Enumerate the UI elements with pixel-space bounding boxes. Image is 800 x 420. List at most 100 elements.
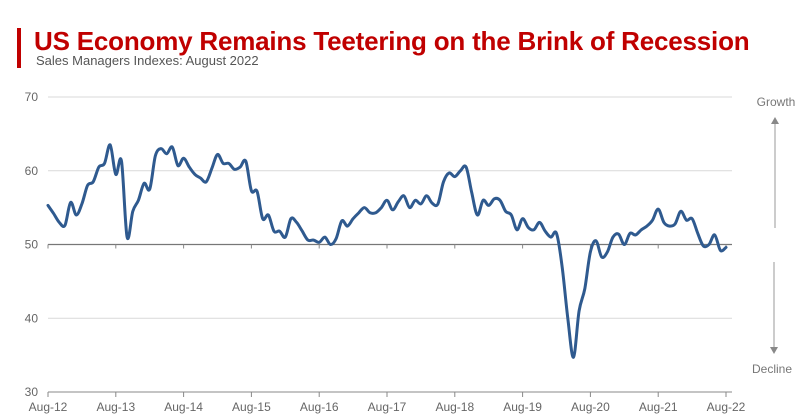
data-point xyxy=(261,217,264,220)
data-point xyxy=(555,232,558,235)
x-tick-label: Aug-17 xyxy=(368,400,407,414)
data-point xyxy=(487,204,490,207)
y-tick-label: 70 xyxy=(25,90,39,104)
data-point xyxy=(425,194,428,197)
data-point xyxy=(482,199,485,202)
data-point xyxy=(278,230,281,233)
data-point xyxy=(719,249,722,252)
title-accent-bar xyxy=(17,28,21,68)
x-tick-label: Aug-16 xyxy=(300,400,339,414)
data-point xyxy=(289,217,292,220)
data-point xyxy=(595,239,598,242)
arrow-up-icon xyxy=(771,117,779,124)
data-point xyxy=(459,169,462,172)
data-point xyxy=(47,204,50,207)
data-point xyxy=(713,233,716,236)
data-point xyxy=(453,175,456,178)
data-point xyxy=(323,236,326,239)
data-point xyxy=(239,166,242,169)
data-point xyxy=(408,206,411,209)
data-point xyxy=(346,225,349,228)
data-point xyxy=(374,211,377,214)
data-point xyxy=(527,226,530,229)
data-point xyxy=(521,217,524,220)
data-point xyxy=(216,153,219,156)
data-point xyxy=(549,236,552,239)
data-point xyxy=(75,214,78,217)
data-point xyxy=(86,184,89,187)
data-point xyxy=(137,199,140,202)
data-point xyxy=(685,219,688,222)
arrow-down-icon xyxy=(770,347,778,354)
data-point xyxy=(148,188,151,191)
data-point xyxy=(176,164,179,167)
data-point xyxy=(267,214,270,217)
data-point xyxy=(397,200,400,203)
data-point xyxy=(109,143,112,146)
series-line xyxy=(46,143,728,359)
data-point xyxy=(566,317,569,320)
data-point xyxy=(725,246,728,249)
data-point xyxy=(273,230,276,233)
data-point xyxy=(499,199,502,202)
data-point xyxy=(352,217,355,220)
data-point xyxy=(312,239,315,242)
data-point xyxy=(414,199,417,202)
data-point xyxy=(69,201,72,204)
data-point xyxy=(222,162,225,165)
data-point xyxy=(386,199,389,202)
data-point xyxy=(476,214,479,217)
data-point xyxy=(63,224,66,227)
data-point xyxy=(572,356,575,359)
data-point xyxy=(634,233,637,236)
data-point xyxy=(295,221,298,224)
data-point xyxy=(623,243,626,246)
x-tick-label: Aug-22 xyxy=(707,400,746,414)
data-point xyxy=(493,197,496,200)
x-tick-label: Aug-18 xyxy=(435,400,474,414)
data-point xyxy=(402,194,405,197)
data-point xyxy=(657,208,660,211)
data-point xyxy=(199,177,202,180)
data-point xyxy=(363,206,366,209)
data-point xyxy=(583,287,586,290)
data-point xyxy=(318,241,321,244)
x-tick-label: Aug-15 xyxy=(232,400,271,414)
data-point xyxy=(600,256,603,259)
data-point xyxy=(702,244,705,247)
data-point xyxy=(284,236,287,239)
data-point xyxy=(380,206,383,209)
data-point xyxy=(250,189,253,192)
data-point xyxy=(679,210,682,213)
data-point xyxy=(589,250,592,253)
data-point xyxy=(103,162,106,165)
x-tick-label: Aug-13 xyxy=(96,400,135,414)
data-point xyxy=(578,309,581,312)
data-point xyxy=(227,162,230,165)
data-point xyxy=(256,190,259,193)
y-tick-label: 60 xyxy=(25,164,39,178)
x-tick-label: Aug-20 xyxy=(571,400,610,414)
data-point xyxy=(419,202,422,205)
data-point xyxy=(244,160,247,163)
data-point xyxy=(340,219,343,222)
data-point xyxy=(640,228,643,231)
data-point xyxy=(606,250,609,253)
x-tick-label: Aug-21 xyxy=(639,400,678,414)
data-point xyxy=(306,239,309,242)
data-point xyxy=(651,219,654,222)
data-point xyxy=(369,211,372,214)
data-point xyxy=(431,202,434,205)
data-point xyxy=(120,160,123,163)
data-point xyxy=(674,222,677,225)
data-point xyxy=(504,210,507,213)
data-point xyxy=(696,232,699,235)
data-point xyxy=(645,225,648,228)
data-point xyxy=(205,180,208,183)
data-point xyxy=(708,243,711,246)
data-point xyxy=(182,157,185,160)
data-point xyxy=(612,236,615,239)
y-tick-label: 50 xyxy=(25,238,39,252)
growth-label: Growth xyxy=(757,95,796,109)
data-point xyxy=(470,191,473,194)
